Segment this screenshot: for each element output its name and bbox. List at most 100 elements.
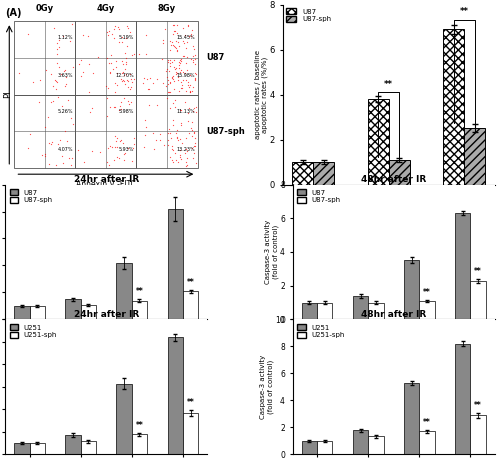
Legend: U87, U87-sph: U87, U87-sph [286,8,331,22]
Bar [116,384,132,454]
Point [188,132,196,140]
Point [186,81,194,88]
Point [176,147,184,154]
Bar [368,302,384,319]
Point [158,56,166,63]
Point [191,69,199,76]
Point [121,80,129,88]
Point [53,59,61,67]
Point [117,136,125,144]
Point [170,56,178,64]
Point [172,45,179,52]
Point [41,150,49,157]
Point [166,47,173,54]
Text: 1.12%: 1.12% [58,35,73,40]
Point [48,140,56,147]
Bar [66,435,80,454]
Point [30,78,38,85]
Point [120,78,128,85]
Point [173,134,181,142]
Point [135,51,143,58]
Point [192,109,200,116]
Point [144,86,152,93]
Point [106,69,114,77]
Point [121,149,129,157]
Point [171,43,179,50]
Point [170,150,178,157]
Point [180,39,188,47]
Point [176,155,184,162]
Point [173,21,181,28]
Point [192,61,200,68]
Point [66,114,74,122]
Text: **: ** [423,419,431,427]
Point [168,157,176,164]
Point [164,57,172,64]
Point [84,61,92,68]
Point [178,76,186,84]
Point [124,100,132,107]
Point [182,134,190,142]
Y-axis label: apoptotic rates / baseline
apoptotic rates (%/%): apoptotic rates / baseline apoptotic rat… [254,50,268,139]
Point [104,84,112,91]
Point [182,45,190,52]
Point [124,42,132,50]
Point [184,129,192,136]
Point [170,27,178,34]
Point [42,153,50,160]
Text: 11.13%: 11.13% [176,109,195,114]
Point [170,86,178,93]
Point [166,79,174,86]
Bar [302,302,317,319]
Title: 24hr after IR: 24hr after IR [74,175,139,184]
Point [60,82,68,90]
Bar [30,443,45,454]
Point [190,51,198,58]
Point [184,155,192,162]
Point [111,89,119,96]
Point [181,69,189,76]
Point [166,89,173,96]
Text: U87: U87 [206,53,225,62]
Point [192,160,200,167]
Point [169,30,177,38]
Point [54,94,62,101]
Point [116,138,124,145]
Point [122,59,130,66]
Point [16,70,24,77]
Point [118,57,126,65]
Point [192,104,200,111]
Point [106,68,114,76]
Point [188,124,196,132]
Point [126,28,134,35]
Point [170,77,178,84]
Point [178,57,186,65]
Point [66,37,74,45]
Point [172,157,179,164]
Point [142,131,150,139]
Bar [404,260,419,319]
Point [58,33,66,40]
Point [49,83,57,90]
Point [175,64,183,71]
X-axis label: 48hr after IR: 48hr after IR [361,339,426,348]
Point [190,56,198,63]
Point [188,145,196,152]
Point [190,84,198,91]
Point [114,135,122,142]
Point [110,34,118,42]
Point [111,103,119,110]
Point [189,155,197,162]
Text: **: ** [460,7,468,16]
Bar [470,415,486,454]
Point [164,58,172,65]
Text: 15.45%: 15.45% [176,35,195,40]
Point [176,136,184,143]
Point [176,151,184,158]
Point [50,76,58,84]
Point [110,80,118,87]
Point [167,41,175,49]
Point [38,152,46,159]
Point [114,107,122,114]
Point [166,37,174,45]
